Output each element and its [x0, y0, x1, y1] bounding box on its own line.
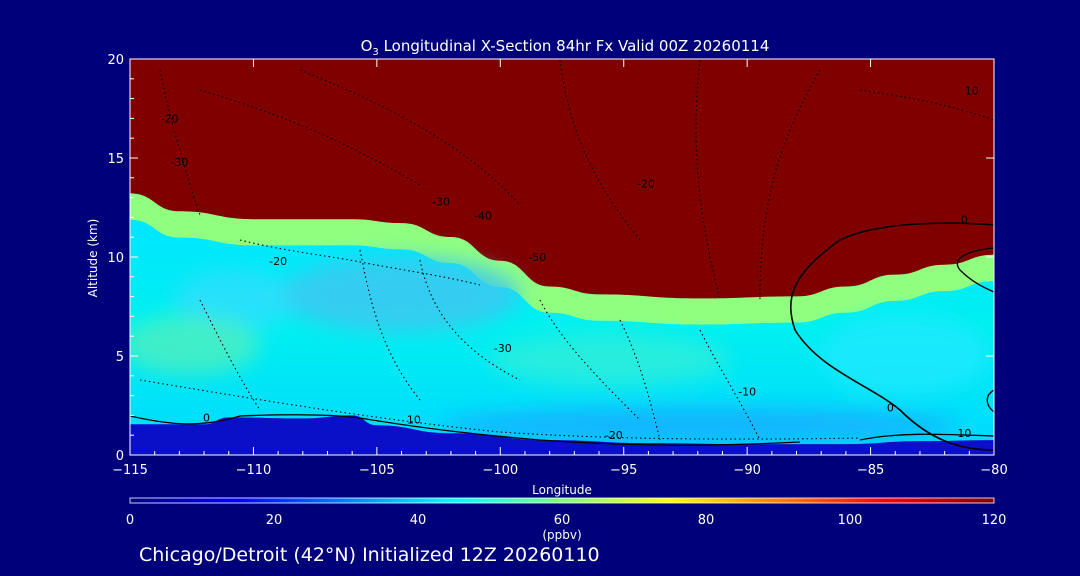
contour-dotted-13 — [699, 329, 761, 441]
contour-dotted-7 — [859, 89, 994, 121]
contour-dotted-12 — [619, 319, 661, 441]
contour-label-14: 0 — [203, 411, 210, 424]
contour-label-12: 0 — [887, 401, 894, 414]
y-axis-label: Altitude (km) — [86, 219, 100, 298]
contour-dotted-4 — [559, 59, 641, 241]
contour-label-15: -20 — [605, 429, 623, 442]
x-tick-label: −95 — [610, 463, 637, 478]
contour-solid-box — [986, 389, 994, 413]
surface-low-ozone-region — [130, 415, 994, 455]
contour-label-13: 10 — [407, 413, 421, 426]
y-axis: 0 5 10 15 20 — [107, 53, 994, 464]
contour-label-1: -20 — [161, 112, 179, 125]
colorbar-tick-label: 120 — [982, 513, 1007, 528]
x-tick-label: −100 — [482, 463, 518, 478]
contour-label-5: -50 — [528, 251, 546, 264]
contour-label-4: -40 — [474, 209, 492, 222]
colorbar-tick-label: 60 — [554, 513, 571, 528]
contour-dotted-9 — [359, 249, 421, 401]
low-ozone-regions — [130, 257, 990, 443]
contour-solid-surface — [130, 414, 801, 446]
colorbar-tick-label: 40 — [410, 513, 427, 528]
mid-green-patch — [130, 315, 260, 375]
y-tick-label: 5 — [116, 350, 124, 365]
colorbar-ticks: 0 20 40 60 80 100 120 — [126, 513, 1007, 528]
x-tick-label: −115 — [112, 463, 148, 478]
y-tick-label: 0 — [116, 449, 124, 464]
contour-dotted-8 — [239, 239, 481, 286]
contour-label-11: -10 — [738, 386, 756, 399]
contour-dotted-6 — [759, 69, 821, 301]
contour-solid-surface-east — [859, 433, 994, 441]
x-axis: −115 −110 −105 −100 −95 −90 −85 −80 — [112, 59, 1008, 478]
colorbar-tick-label: 80 — [698, 513, 715, 528]
contour-label-10: -30 — [494, 342, 512, 355]
contour-dotted-2 — [199, 89, 421, 186]
contour-solid-0-east — [789, 222, 994, 451]
contour-label-2: -30 — [170, 156, 188, 169]
contour-dotted-5 — [695, 59, 721, 301]
contour-lines — [130, 59, 994, 451]
contour-label-3: -30 — [432, 196, 450, 209]
x-axis-label: Longitude — [532, 483, 592, 497]
colorbar-tick-label: 20 — [266, 513, 283, 528]
upper-ridge-patch — [820, 315, 990, 395]
y-tick-label: 10 — [107, 251, 124, 266]
contour-label-9: -20 — [269, 255, 287, 268]
plot-area: -20 -30 -30 -40 -50 -20 10 0 -20 -30 -10 0 10 0 -20 10 — [130, 59, 994, 455]
chart-title: O3 Longitudinal X-Section 84hr Fx Valid … — [361, 37, 770, 58]
contour-label-7: 10 — [965, 85, 979, 98]
x-tick-label: −80 — [980, 463, 1007, 478]
x-tick-label: −105 — [359, 463, 395, 478]
colorbar-tick-label: 100 — [838, 513, 863, 528]
footer-caption: Chicago/Detroit (42°N) Initialized 12Z 2… — [139, 544, 600, 566]
colorbar-unit-label: (ppbv) — [542, 528, 581, 542]
lower-blue-band — [440, 407, 960, 443]
x-tick-label: −110 — [236, 463, 272, 478]
x-tick-label: −85 — [857, 463, 884, 478]
mid-green-patch-2 — [490, 334, 730, 386]
contour-dotted-10 — [419, 259, 521, 381]
contour-dotted-15 — [199, 299, 261, 411]
contour-label-16: 10 — [957, 427, 971, 440]
y-tick-label: 15 — [107, 152, 124, 167]
low-ozone-patch — [175, 270, 295, 330]
contour-label-6: -20 — [637, 178, 655, 191]
contour-dotted-1 — [159, 69, 201, 216]
contour-labels: -20 -30 -30 -40 -50 -20 10 0 -20 -30 -10 0 10 0 -20 10 — [161, 85, 979, 443]
x-tick-label: −90 — [733, 463, 760, 478]
contour-solid-10-east — [956, 247, 994, 293]
y-tick-label: 20 — [107, 53, 124, 68]
low-ozone-pocket — [280, 257, 520, 333]
colorbar — [129, 497, 995, 504]
colorbar-tick-label: 0 — [126, 513, 134, 528]
contour-label-8: 0 — [961, 213, 968, 226]
